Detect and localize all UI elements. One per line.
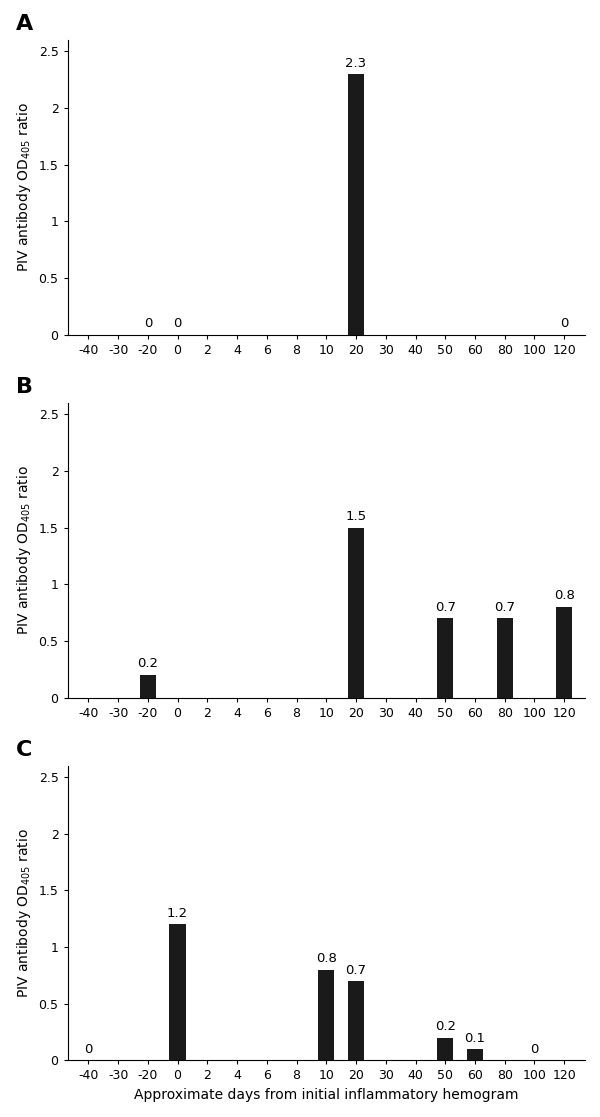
- Text: 2.3: 2.3: [346, 57, 367, 69]
- Text: 0.2: 0.2: [435, 1020, 456, 1033]
- Text: A: A: [16, 15, 33, 35]
- Text: B: B: [16, 376, 33, 397]
- Bar: [318, 970, 334, 1060]
- Bar: [348, 981, 364, 1060]
- Bar: [169, 925, 186, 1060]
- Text: C: C: [16, 739, 32, 760]
- Text: 0: 0: [143, 317, 152, 331]
- Y-axis label: PIV antibody OD$_{405}$ ratio: PIV antibody OD$_{405}$ ratio: [15, 103, 33, 273]
- X-axis label: Approximate days from initial inflammatory hemogram: Approximate days from initial inflammato…: [134, 1088, 518, 1102]
- Bar: [556, 607, 572, 698]
- Bar: [348, 74, 364, 335]
- Y-axis label: PIV antibody OD$_{405}$ ratio: PIV antibody OD$_{405}$ ratio: [15, 828, 33, 997]
- Text: 0.8: 0.8: [554, 590, 575, 602]
- Bar: [437, 619, 454, 698]
- Text: 1.5: 1.5: [346, 510, 367, 523]
- Text: 0.7: 0.7: [435, 601, 456, 613]
- Text: 0: 0: [173, 317, 182, 331]
- Bar: [497, 619, 513, 698]
- Text: 0: 0: [84, 1043, 92, 1056]
- Y-axis label: PIV antibody OD$_{405}$ ratio: PIV antibody OD$_{405}$ ratio: [15, 466, 33, 636]
- Text: 0.7: 0.7: [346, 964, 367, 976]
- Text: 1.2: 1.2: [167, 907, 188, 919]
- Text: 0.8: 0.8: [316, 952, 337, 965]
- Bar: [348, 527, 364, 698]
- Text: 0: 0: [530, 1043, 539, 1056]
- Text: 0.2: 0.2: [137, 658, 158, 670]
- Text: 0: 0: [560, 317, 568, 331]
- Bar: [140, 675, 156, 698]
- Text: 0.7: 0.7: [494, 601, 515, 613]
- Bar: [437, 1038, 454, 1060]
- Text: 0.1: 0.1: [464, 1031, 485, 1044]
- Bar: [467, 1049, 483, 1060]
